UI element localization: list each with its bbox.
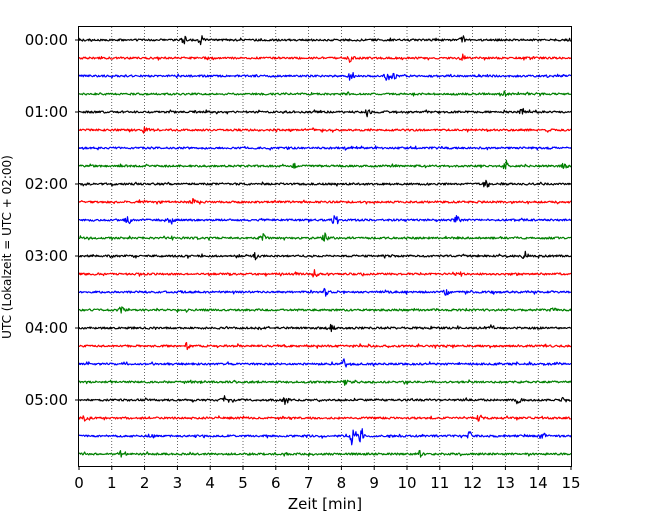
y-tick-label: 05:00: [25, 391, 68, 409]
y-axis: 00:00 01:00 02:00 03:00 04:00 05:00: [25, 31, 79, 409]
x-tick-label: 11: [430, 474, 449, 492]
trace-0000: [78, 35, 572, 46]
trace-0045: [78, 90, 572, 97]
trace-0530: [78, 428, 572, 446]
x-tick-label: 1: [107, 474, 117, 492]
y-tick-label: 03:00: [25, 247, 68, 265]
trace-0300: [78, 250, 572, 261]
trace-0345: [78, 306, 572, 314]
x-tick-label: 7: [304, 474, 314, 492]
plot-frame: [78, 26, 572, 467]
x-tick-label: 9: [369, 474, 379, 492]
x-tick-label: 2: [140, 474, 150, 492]
x-tick-label: 4: [205, 474, 215, 492]
trace-0015: [78, 53, 572, 63]
x-tick-label: 3: [173, 474, 183, 492]
trace-0230: [78, 214, 572, 225]
x-tick-label: 15: [561, 474, 580, 492]
trace-0445: [78, 379, 572, 386]
grid-lines: [111, 27, 539, 466]
trace-0330: [78, 287, 572, 297]
x-tick-label: 13: [496, 474, 515, 492]
x-tick-label: 0: [74, 474, 84, 492]
y-tick-label: 01:00: [25, 103, 68, 121]
x-tick-label: 6: [271, 474, 281, 492]
trace-group: [78, 35, 572, 458]
trace-0415: [78, 341, 572, 351]
trace-0400: [78, 323, 572, 333]
trace-0145: [78, 159, 572, 170]
trace-0515: [78, 414, 572, 422]
x-tick-label: 10: [397, 474, 416, 492]
trace-0130: [78, 145, 572, 151]
trace-0500: [78, 395, 572, 405]
trace-0200: [78, 179, 572, 188]
x-tick-label: 14: [529, 474, 548, 492]
y-tick-label: 00:00: [25, 31, 68, 49]
y-axis-label: UTC (Lokalzeit = UTC + 02:00): [0, 155, 14, 339]
trace-0545: [78, 449, 572, 458]
x-tick-label: 12: [463, 474, 482, 492]
x-axis-label: Zeit [min]: [288, 495, 362, 513]
trace-0430: [78, 358, 572, 368]
trace-0030: [78, 71, 572, 81]
trace-0115: [78, 126, 572, 134]
y-tick-label: 02:00: [25, 175, 68, 193]
trace-0245: [78, 232, 572, 242]
x-axis: 0 1 2 3 4 5 6 7 8 9 10 11 12 13 14 15: [74, 466, 581, 492]
x-tick-label: 5: [238, 474, 248, 492]
x-tick-label: 8: [337, 474, 347, 492]
trace-0215: [78, 197, 572, 205]
trace-0315: [78, 269, 572, 278]
trace-0100: [78, 107, 572, 118]
y-tick-label: 04:00: [25, 319, 68, 337]
